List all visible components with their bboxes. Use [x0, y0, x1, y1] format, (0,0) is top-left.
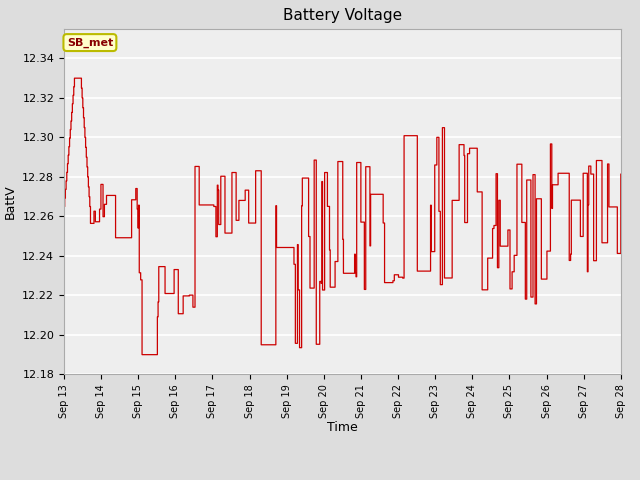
- Text: SB_met: SB_met: [67, 37, 113, 48]
- X-axis label: Time: Time: [327, 421, 358, 434]
- Y-axis label: BattV: BattV: [4, 184, 17, 219]
- Title: Battery Voltage: Battery Voltage: [283, 9, 402, 24]
